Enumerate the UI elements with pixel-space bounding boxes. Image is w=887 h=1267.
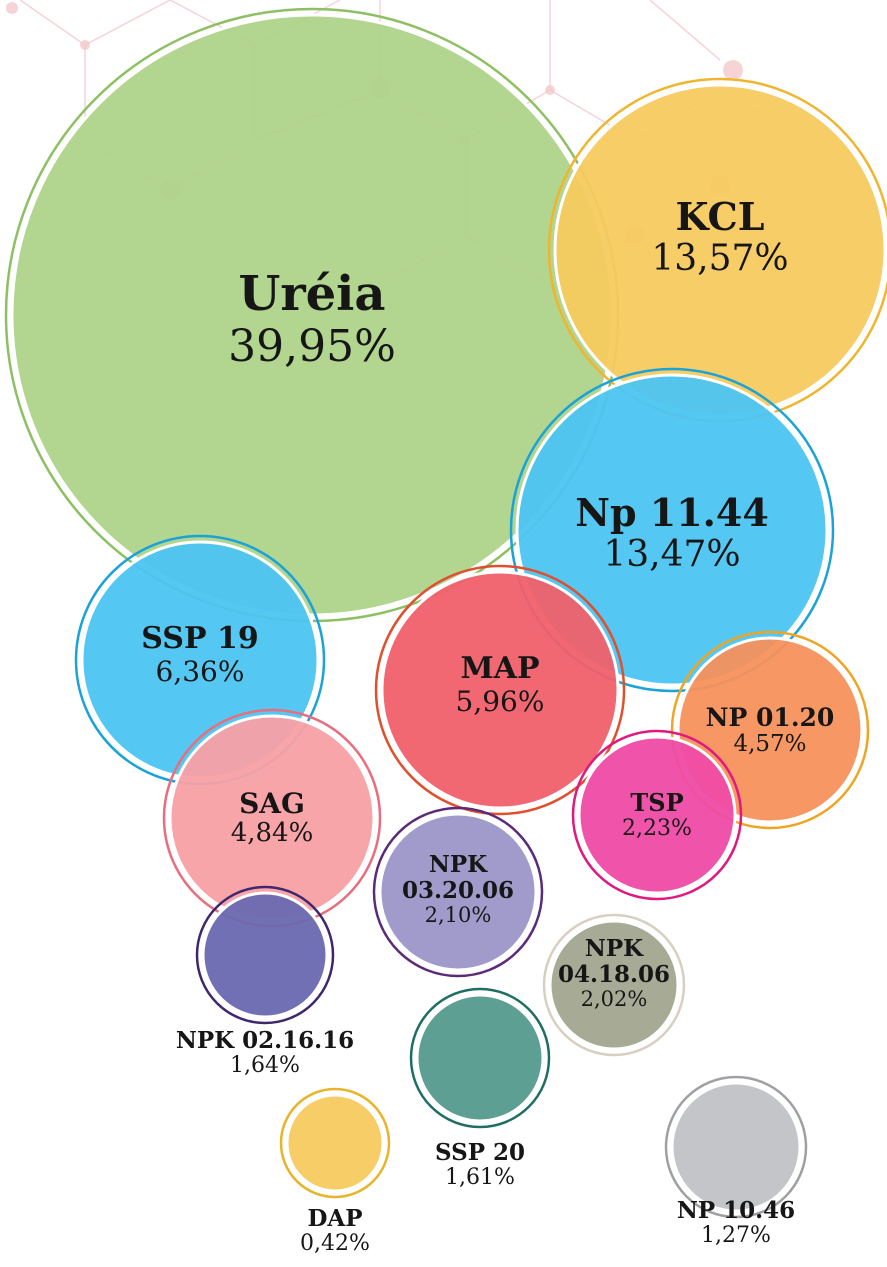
category-name: NP 10.46	[676, 1197, 796, 1224]
category-name: SSP 19	[141, 621, 259, 656]
bubble-outline	[279, 1087, 391, 1199]
category-name: Uréia	[238, 266, 386, 322]
bubble-label: NPK 02.16.16 1,64%	[145, 1028, 385, 1078]
bubble-label: MAP 5,96%	[400, 652, 600, 717]
bubble	[380, 570, 620, 810]
bubble-label: NPK 03.20.06 2,10%	[388, 852, 528, 927]
bubble	[577, 735, 737, 895]
value-label: 2,23%	[622, 815, 692, 841]
value-label: 4,57%	[733, 731, 807, 757]
bubble-label: Uréia 39,95%	[162, 266, 462, 372]
bubble-label: Np 11.44 13,47%	[542, 490, 802, 575]
bubble-label: KCL 13,57%	[610, 194, 830, 279]
bubble	[285, 1093, 385, 1193]
category-name: Np 11.44	[575, 490, 769, 535]
bubble	[415, 993, 545, 1123]
value-label: 0,42%	[300, 1230, 370, 1256]
category-name: NPK 03.20.06	[401, 851, 515, 904]
bubble-label: DAP 0,42%	[235, 1206, 435, 1256]
bubble-outline	[409, 987, 551, 1129]
bubble-outline	[195, 885, 335, 1025]
bubble	[548, 919, 680, 1051]
value-label: 13,57%	[651, 237, 789, 279]
bubble-label: NPK 04.18.06 2,02%	[544, 936, 684, 1011]
bubble	[201, 891, 329, 1019]
value-label: 1,61%	[445, 1164, 515, 1190]
bubble-label: SSP 19 6,36%	[100, 622, 300, 687]
value-label: 6,36%	[155, 654, 245, 688]
bubble-outline	[670, 630, 870, 830]
bubble-label: SAG 4,84%	[182, 788, 362, 848]
bubble	[670, 1081, 802, 1213]
category-name: TSP	[630, 788, 684, 817]
bubble	[515, 373, 829, 687]
bubble-label: SSP 20 1,61%	[380, 1140, 580, 1190]
value-label: 1,64%	[230, 1052, 300, 1078]
bubble-outline	[372, 806, 544, 978]
category-name: NP 01.20	[705, 703, 835, 732]
bubble-label: TSP 2,23%	[582, 788, 732, 842]
category-name: NPK 02.16.16	[175, 1027, 355, 1054]
value-label: 4,84%	[230, 818, 314, 849]
bubble	[378, 812, 538, 972]
value-label: 39,95%	[228, 320, 396, 372]
category-name: KCL	[675, 194, 765, 239]
value-label: 1,27%	[701, 1222, 771, 1248]
bubble-label: NP 10.46 1,27%	[636, 1198, 836, 1248]
category-name: MAP	[460, 651, 540, 686]
value-label: 5,96%	[455, 684, 545, 718]
category-name: SSP 20	[434, 1139, 526, 1166]
value-label: 2,10%	[424, 902, 492, 927]
bubble-outline	[509, 367, 835, 693]
category-name: NPK 04.18.06	[557, 935, 671, 988]
category-name: SAG	[239, 787, 305, 820]
bubble-label: NP 01.20 4,57%	[680, 704, 860, 758]
value-label: 13,47%	[603, 533, 741, 575]
bubble-outline	[571, 729, 743, 901]
value-label: 2,02%	[580, 986, 648, 1011]
bubble-outline	[664, 1075, 808, 1219]
category-name: DAP	[307, 1205, 363, 1232]
bubble-outline	[542, 913, 686, 1057]
bubble-outline	[374, 564, 626, 816]
